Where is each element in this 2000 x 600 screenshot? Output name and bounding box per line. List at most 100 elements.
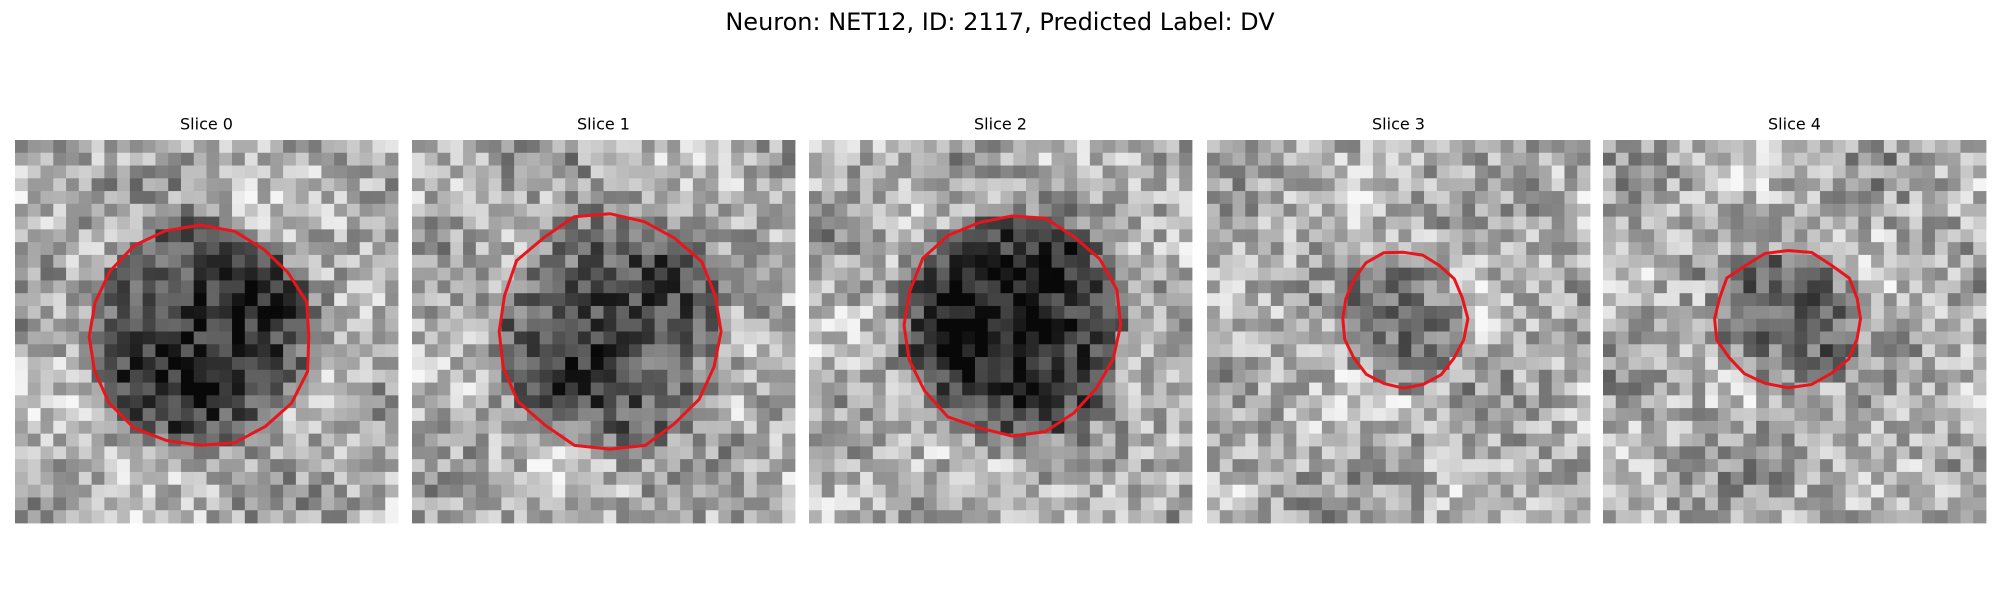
pixel [1883,433,1898,447]
pixel [1692,420,1706,435]
pixel [514,446,528,460]
pixel [78,152,92,166]
pixel [590,420,604,435]
pixel [1526,369,1540,383]
pixel [552,471,566,486]
pixel [244,178,258,192]
pixel [885,216,899,230]
pixel [463,191,477,205]
pixel [1628,471,1642,486]
pixel [40,459,54,473]
pixel [1564,446,1578,460]
pixel [1372,305,1387,320]
pixel [1526,280,1540,294]
pixel [206,140,220,154]
pixel [1679,420,1693,435]
pixel [514,178,528,192]
pixel [872,165,886,179]
pixel [680,318,694,332]
pixel [821,293,835,307]
pixel [1500,280,1514,294]
pixel [308,203,322,217]
pixel [1628,293,1642,307]
pixel [743,254,758,269]
pixel [1051,369,1065,383]
pixel [1219,459,1233,473]
pixel [1296,408,1310,422]
pixel [847,305,861,320]
pixel [244,165,258,179]
pixel [885,242,899,256]
pixel [1934,267,1949,281]
pixel [1564,471,1578,486]
pixel [129,293,144,307]
pixel [1207,305,1221,320]
pixel [1628,242,1642,256]
pixel [731,305,745,320]
pixel [1334,369,1348,383]
pixel [718,140,732,154]
pixel [1973,242,1987,256]
pixel [731,254,745,269]
pixel [616,331,630,345]
pixel [1207,344,1221,358]
pixel [1705,242,1719,256]
pixel [1641,293,1655,307]
pixel [680,382,694,396]
pixel [1436,382,1450,396]
pixel [1270,267,1284,281]
pixel [1013,318,1027,332]
pixel [718,305,732,320]
pixel [346,471,361,486]
pixel [129,318,144,332]
pixel [974,165,989,179]
pixel [1781,357,1795,371]
pixel [117,203,131,217]
pixel [1026,369,1040,383]
pixel [1922,497,1936,511]
pixel [1934,191,1949,205]
pixel [372,318,386,332]
pixel [705,165,719,179]
pixel [756,382,770,396]
pixel [1679,178,1693,192]
pixel [1064,420,1078,435]
pixel [1832,484,1846,498]
pixel [539,140,553,154]
pixel [1258,471,1272,486]
pixel [1283,420,1297,435]
pixel [1781,216,1795,230]
pixel [359,484,373,498]
pixel [641,484,655,498]
pixel [1372,267,1387,281]
pixel [1051,331,1065,345]
pixel [1385,229,1399,243]
pixel [1051,344,1065,358]
pixel [1577,510,1591,524]
pixel [1436,293,1450,307]
pixel [1462,178,1476,192]
pixel [412,165,426,179]
pixel [1449,178,1463,192]
slice-panel: Slice 0 [15,115,399,524]
pixel [1153,357,1167,371]
pixel [1871,280,1885,294]
pixel [743,242,758,256]
pixel [501,165,515,179]
pixel [692,305,707,320]
pixel [1487,152,1502,166]
pixel [129,408,144,422]
pixel [769,510,783,524]
pixel [1577,369,1591,383]
pixel [539,305,553,320]
pixel [1385,471,1399,486]
pixel [1115,216,1129,230]
pixel [1960,165,1974,179]
pixel [1102,408,1116,422]
pixel [232,344,246,358]
pixel [641,152,655,166]
pixel [206,318,220,332]
pixel [641,280,655,294]
pixel [1692,395,1706,409]
